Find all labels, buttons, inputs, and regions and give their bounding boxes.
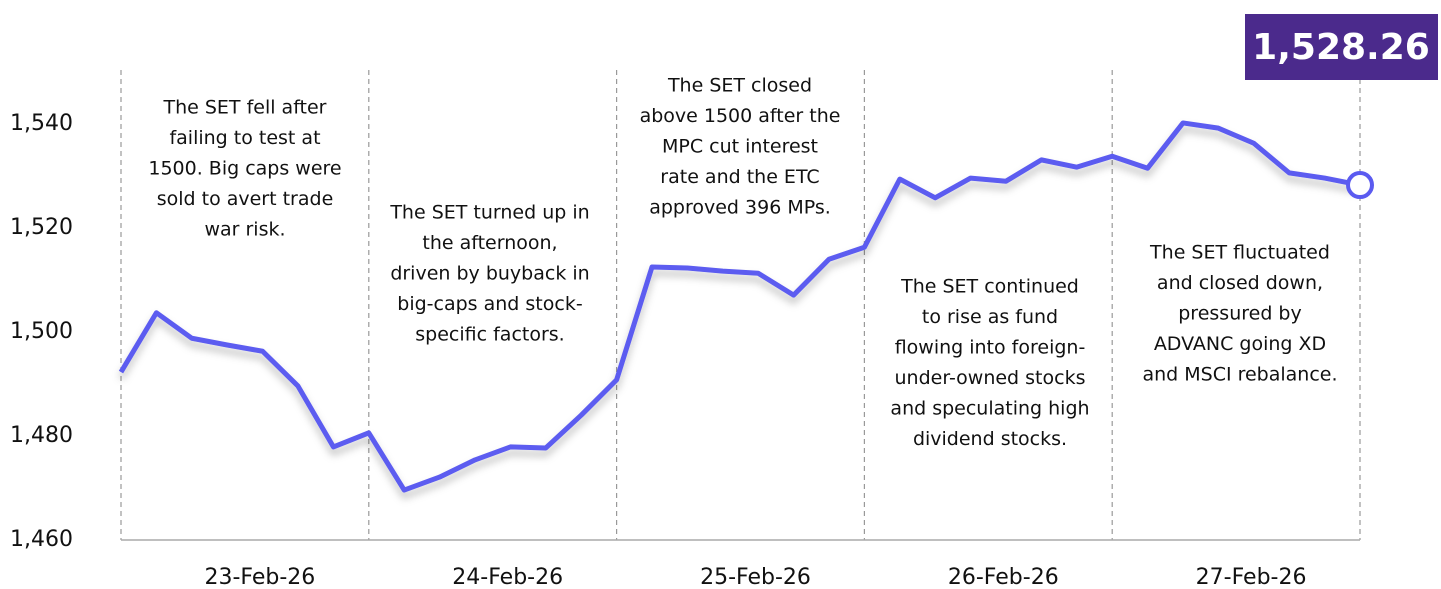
annotation: failing to test at: [169, 127, 320, 149]
annotation: and closed down,: [1157, 272, 1323, 294]
x-tick-label: 23-Feb-26: [204, 565, 315, 589]
annotation: 1500. Big caps were: [148, 158, 341, 180]
annotation: rate and the ETC: [660, 166, 819, 188]
annotation: to rise as fund: [922, 306, 1058, 328]
annotation: The SET continued: [900, 276, 1079, 298]
annotation: ADVANC going XD: [1154, 333, 1326, 355]
annotation: specific factors.: [415, 324, 564, 346]
annotation: war risk.: [204, 219, 285, 241]
y-tick-label: 1,480: [10, 423, 73, 448]
x-tick-label: 25-Feb-26: [700, 565, 811, 589]
x-tick-label: 26-Feb-26: [948, 565, 1059, 589]
annotation: approved 396 MPs.: [649, 197, 831, 219]
annotation: The SET closed: [667, 75, 812, 97]
y-tick-label: 1,540: [10, 111, 73, 136]
last-point: [1346, 171, 1374, 200]
x-tick-label: 24-Feb-26: [452, 565, 563, 589]
annotation: pressured by: [1178, 303, 1301, 325]
annotation: dividend stocks.: [913, 428, 1067, 450]
annotation: The SET fell after: [162, 97, 326, 119]
annotation: under-owned stocks: [895, 367, 1086, 389]
annotation: driven by buyback in: [390, 263, 589, 285]
y-tick-label: 1,520: [10, 215, 73, 240]
annotation: sold to avert trade: [157, 188, 334, 210]
annotation: The SET fluctuated: [1149, 242, 1330, 264]
annotation: and speculating high: [890, 398, 1089, 420]
annotation: flowing into foreign-: [895, 337, 1086, 359]
annotation: and MSCI rebalance.: [1142, 364, 1337, 386]
annotation: above 1500 after the: [640, 105, 841, 127]
y-tick-label: 1,460: [10, 527, 73, 552]
annotation: the afternoon,: [422, 232, 557, 254]
series-line: [118, 120, 1361, 493]
y-tick-label: 1,500: [10, 319, 73, 344]
last-value-badge: [1245, 14, 1438, 80]
annotation: MPC cut interest: [662, 136, 818, 158]
annotation: big-caps and stock-: [397, 293, 582, 315]
annotation: The SET turned up in: [389, 202, 589, 224]
x-tick-label: 27-Feb-26: [1196, 565, 1307, 589]
last-value-label: 1,528.26: [1252, 27, 1430, 68]
